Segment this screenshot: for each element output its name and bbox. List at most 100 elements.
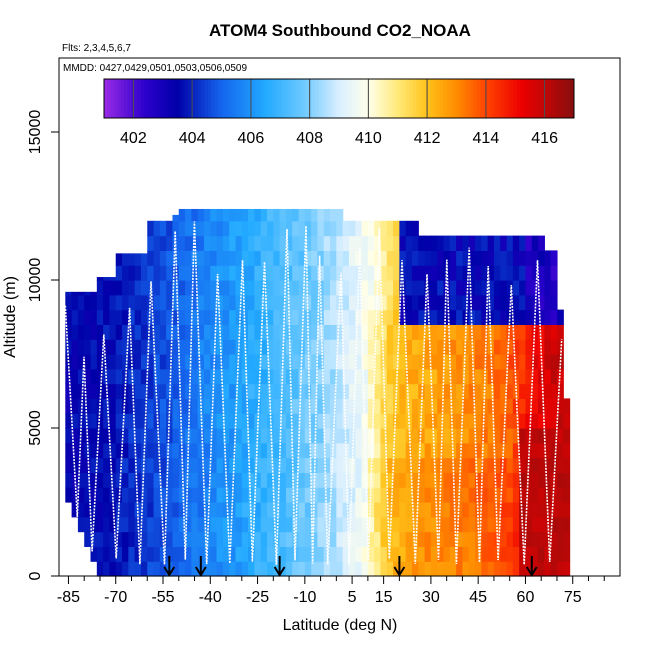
heatmap-cell bbox=[405, 487, 413, 503]
heatmap-cell bbox=[538, 413, 545, 429]
heatmap-cell bbox=[361, 428, 369, 444]
heatmap-cell bbox=[411, 324, 419, 340]
heatmap-cell bbox=[437, 324, 445, 340]
colorbar-segment bbox=[537, 79, 541, 118]
colorbar-segment bbox=[547, 79, 551, 118]
heatmap-cell bbox=[525, 324, 533, 340]
heatmap-cell bbox=[500, 531, 508, 547]
heatmap-cell bbox=[430, 265, 438, 281]
heatmap-cell bbox=[65, 413, 73, 429]
heatmap-cell bbox=[512, 516, 520, 533]
heatmap-cell bbox=[317, 546, 325, 562]
heatmap-cell bbox=[487, 442, 495, 459]
heatmap-cell bbox=[430, 546, 438, 562]
heatmap-cell bbox=[96, 339, 104, 355]
heatmap-cell bbox=[342, 442, 350, 459]
heatmap-cell bbox=[203, 208, 211, 222]
heatmap-cell bbox=[405, 250, 413, 266]
heatmap-cell bbox=[235, 383, 243, 399]
heatmap-cell bbox=[216, 220, 224, 237]
heatmap-cell bbox=[197, 294, 205, 311]
heatmap-cell bbox=[203, 339, 211, 355]
heatmap-cell bbox=[109, 277, 117, 281]
heatmap-cell bbox=[468, 502, 476, 518]
heatmap-cell bbox=[500, 516, 508, 533]
heatmap-cell bbox=[197, 413, 205, 429]
heatmap-cell bbox=[399, 324, 407, 340]
heatmap-cell bbox=[418, 354, 426, 370]
heatmap-cell bbox=[304, 208, 312, 222]
heatmap-cell bbox=[563, 398, 571, 414]
heatmap-cell bbox=[430, 502, 438, 518]
heatmap-cell bbox=[424, 354, 432, 370]
heatmap-cell bbox=[203, 487, 211, 503]
heatmap-cell bbox=[140, 413, 148, 429]
heatmap-cell bbox=[279, 502, 287, 518]
heatmap-cell bbox=[153, 413, 161, 429]
heatmap-cell bbox=[481, 309, 489, 325]
heatmap-cell bbox=[411, 561, 419, 577]
heatmap-cell bbox=[493, 339, 501, 355]
heatmap-cell bbox=[493, 383, 501, 399]
heatmap-cell bbox=[361, 398, 369, 414]
heatmap-cell bbox=[411, 383, 419, 399]
colorbar-tick-label: 416 bbox=[531, 130, 558, 147]
heatmap-cell bbox=[84, 428, 92, 444]
heatmap-cell bbox=[525, 516, 533, 533]
heatmap-cell bbox=[443, 250, 451, 266]
heatmap-cell bbox=[128, 472, 136, 488]
colorbar-segment bbox=[520, 79, 525, 118]
heatmap-cell bbox=[210, 428, 218, 444]
heatmap-cell bbox=[411, 294, 419, 311]
heatmap-cell bbox=[386, 280, 394, 296]
heatmap-cell bbox=[544, 368, 552, 385]
heatmap-cell bbox=[140, 398, 148, 414]
heatmap-cell bbox=[481, 235, 489, 251]
heatmap-cell bbox=[122, 442, 129, 459]
heatmap-cell bbox=[481, 472, 489, 488]
heatmap-cell bbox=[512, 442, 520, 459]
heatmap-cell bbox=[159, 309, 167, 325]
heatmap-cell bbox=[285, 368, 293, 385]
heatmap-cell bbox=[544, 339, 552, 355]
colorbar-segment bbox=[392, 79, 397, 118]
heatmap-cell bbox=[317, 516, 325, 533]
heatmap-cell bbox=[487, 561, 495, 577]
colorbar-segment bbox=[187, 79, 192, 118]
heatmap-cell bbox=[361, 561, 369, 577]
heatmap-cell bbox=[348, 309, 356, 325]
heatmap-cell bbox=[159, 428, 167, 444]
heatmap-cell bbox=[96, 531, 104, 547]
heatmap-cell bbox=[418, 502, 426, 518]
heatmap-cell bbox=[147, 250, 155, 266]
heatmap-cell bbox=[506, 428, 514, 444]
heatmap-cell bbox=[531, 457, 539, 473]
heatmap-cell bbox=[411, 235, 419, 251]
heatmap-cell bbox=[267, 265, 274, 281]
heatmap-cell bbox=[197, 208, 205, 222]
heatmap-cell bbox=[519, 487, 527, 503]
heatmap-cell bbox=[115, 294, 123, 311]
heatmap-cell bbox=[519, 413, 527, 429]
heatmap-cell bbox=[197, 502, 205, 518]
heatmap-cell bbox=[311, 208, 319, 222]
heatmap-cell bbox=[90, 487, 98, 503]
colorbar-segment bbox=[251, 79, 256, 118]
heatmap-cell bbox=[336, 561, 344, 577]
heatmap-cell bbox=[323, 487, 331, 503]
heatmap-cell bbox=[556, 487, 564, 503]
heatmap-cell bbox=[248, 354, 255, 370]
heatmap-cell bbox=[103, 428, 111, 444]
heatmap-cell bbox=[248, 294, 255, 311]
heatmap-cell bbox=[424, 561, 432, 577]
heatmap-cell bbox=[330, 487, 337, 503]
heatmap-cell bbox=[443, 398, 451, 414]
heatmap-cell bbox=[197, 235, 205, 251]
heatmap-cell bbox=[456, 516, 464, 533]
colorbar-segment bbox=[268, 79, 273, 118]
heatmap-cell bbox=[456, 502, 464, 518]
arrow-head bbox=[194, 566, 207, 577]
heatmap-cell bbox=[538, 502, 545, 518]
heatmap-cell bbox=[241, 442, 249, 459]
heatmap-cell bbox=[348, 561, 356, 577]
